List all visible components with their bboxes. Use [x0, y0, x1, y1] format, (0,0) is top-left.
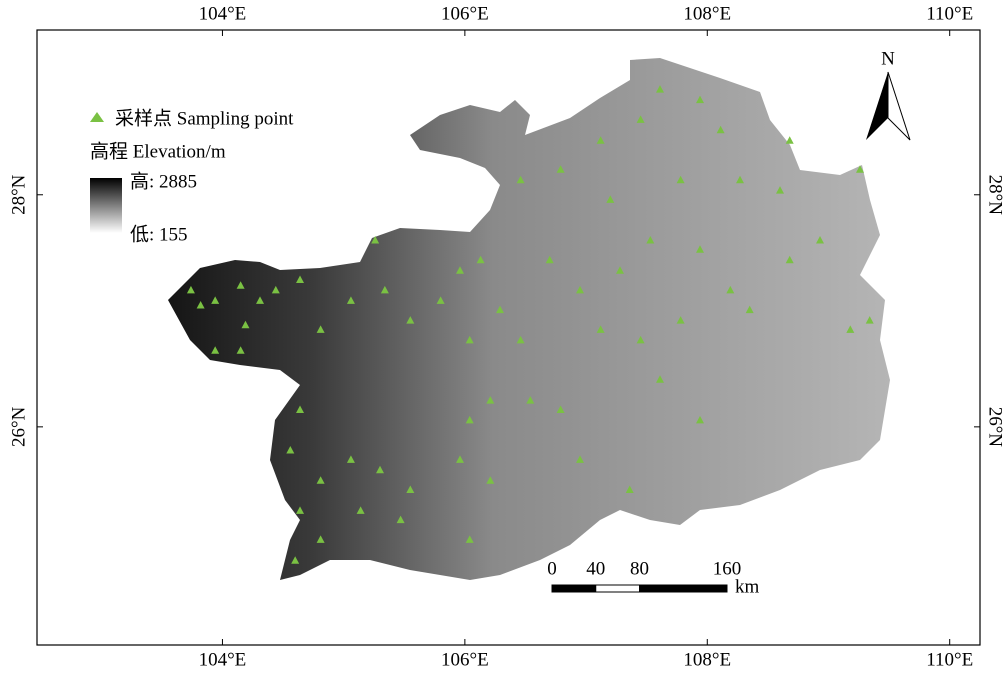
y-tick-label: 26°N [8, 406, 29, 447]
y-tick-label: 26°N [985, 407, 1005, 448]
north-arrow [888, 72, 910, 140]
x-tick-label: 106°E [441, 3, 489, 24]
x-tick-label: 106°E [441, 649, 489, 670]
x-tick-label: 110°E [926, 3, 973, 24]
legend-gradient [90, 178, 122, 233]
legend-points: 采样点 Sampling point [115, 107, 294, 129]
sampling-point [786, 136, 794, 144]
x-tick-label: 110°E [926, 649, 973, 670]
y-tick-label: 28°N [985, 175, 1005, 216]
x-tick-label: 108°E [683, 3, 731, 24]
legend-point-icon [90, 112, 104, 122]
legend-elevation: 高程 Elevation/m [90, 140, 226, 162]
legend-high: 高: 2885 [130, 170, 197, 192]
scale-label: 0 [547, 558, 557, 579]
scale-unit: km [735, 576, 760, 597]
y-tick-label: 28°N [8, 174, 29, 215]
map: N 采样点 Sampling point 高程 Elevation/m 高: 2… [0, 0, 1005, 673]
north-label: N [881, 48, 895, 69]
region [168, 58, 890, 580]
scale-segment [640, 585, 728, 592]
scale-segment [552, 585, 596, 592]
x-tick-label: 104°E [199, 3, 247, 24]
legend-low: 低: 155 [130, 223, 188, 245]
x-tick-label: 108°E [683, 649, 731, 670]
north-arrow [866, 72, 888, 140]
x-tick-label: 104°E [199, 649, 247, 670]
scale-segment [596, 585, 640, 592]
scale-label: 40 [586, 558, 605, 579]
scale-label: 80 [630, 558, 649, 579]
